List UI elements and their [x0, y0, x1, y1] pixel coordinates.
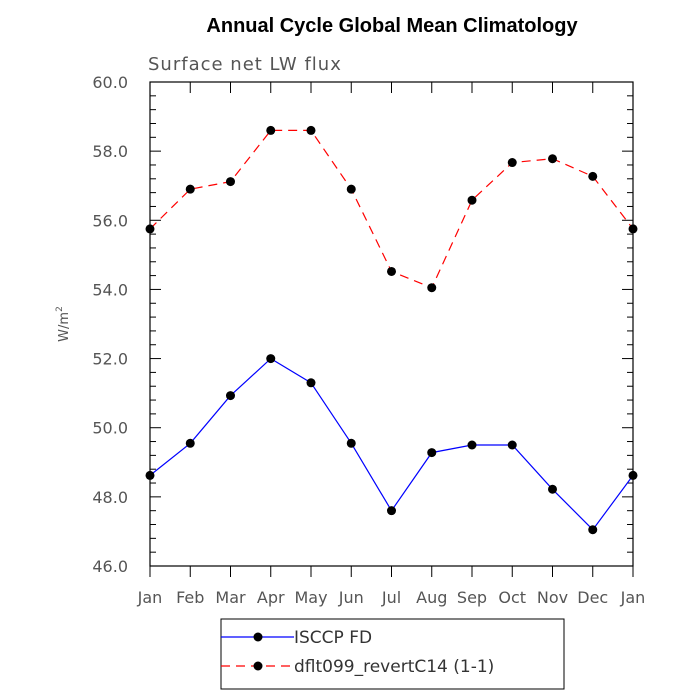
x-tick-label: Nov [537, 588, 568, 607]
y-tick-label: 60.0 [92, 73, 128, 92]
data-point [628, 470, 638, 480]
chart-title: Annual Cycle Global Mean Climatology [206, 15, 578, 37]
data-point [467, 440, 477, 450]
legend-label-dflt: dflt099_revertC14 (1-1) [294, 657, 494, 677]
data-point [588, 525, 598, 535]
y-tick-label: 56.0 [92, 211, 128, 230]
legend-marker-isccp [253, 632, 263, 642]
y-tick-label: 50.0 [92, 419, 128, 438]
x-tick-label: Mar [215, 588, 246, 607]
data-point [226, 391, 235, 401]
y-axis-label: W/m2 [55, 306, 72, 342]
data-point [507, 158, 517, 168]
y-axis-label-superscript: 2 [55, 306, 65, 312]
legend: ISCCP FD dflt099_revertC14 (1-1) [220, 618, 565, 690]
data-point [548, 484, 557, 494]
data-point [346, 184, 356, 194]
series-line-1 [149, 129, 634, 289]
x-tick-label: Jun [338, 588, 364, 607]
series-line-0 [149, 357, 634, 531]
x-tick-label: Apr [257, 588, 285, 607]
data-point [346, 438, 356, 448]
x-tick-label: Sep [457, 588, 487, 607]
data-point [145, 470, 155, 480]
y-axis: 46.0 48.0 50.0 52.0 54.0 56.0 58.0 60.0 [92, 73, 633, 576]
data-point [467, 195, 477, 205]
legend-label-isccp: ISCCP FD [294, 628, 372, 648]
data-point [306, 125, 316, 135]
data-point [185, 438, 195, 448]
plot-frame [149, 81, 634, 567]
x-tick-label: Dec [577, 588, 608, 607]
data-point [427, 448, 437, 458]
y-tick-label: 54.0 [92, 280, 128, 299]
data-point [266, 354, 276, 364]
data-point [387, 506, 396, 516]
data-point [548, 154, 557, 164]
x-tick-label: Jan [620, 588, 646, 607]
x-tick-label: Jul [381, 588, 401, 607]
chart-subtitle: Surface net LW flux [148, 54, 342, 75]
y-tick-label: 52.0 [92, 350, 128, 369]
y-tick-label: 48.0 [92, 488, 128, 507]
data-point [387, 266, 396, 276]
data-point [507, 440, 517, 450]
legend-marker-dflt [253, 661, 263, 671]
x-tick-label: May [294, 588, 327, 607]
x-tick-label: Jan [137, 588, 163, 607]
x-tick-label: Feb [176, 588, 204, 607]
data-point [588, 171, 598, 181]
x-tick-label: Aug [416, 588, 447, 607]
data-point [145, 224, 155, 234]
legend-box [220, 618, 565, 690]
series-layer [145, 125, 638, 535]
x-tick-label: Oct [498, 588, 526, 607]
y-tick-label: 46.0 [92, 557, 128, 576]
data-point [185, 184, 195, 194]
data-point [427, 283, 437, 293]
data-point [306, 378, 316, 388]
y-axis-label-unit: W/m [57, 312, 72, 342]
x-axis: Jan Feb Mar Apr May Jun Jul Aug Sep Oct Nov Dec Jan [137, 82, 646, 607]
data-point [628, 224, 638, 234]
y-tick-label: 58.0 [92, 142, 128, 161]
data-point [266, 125, 276, 135]
data-point [226, 177, 235, 187]
